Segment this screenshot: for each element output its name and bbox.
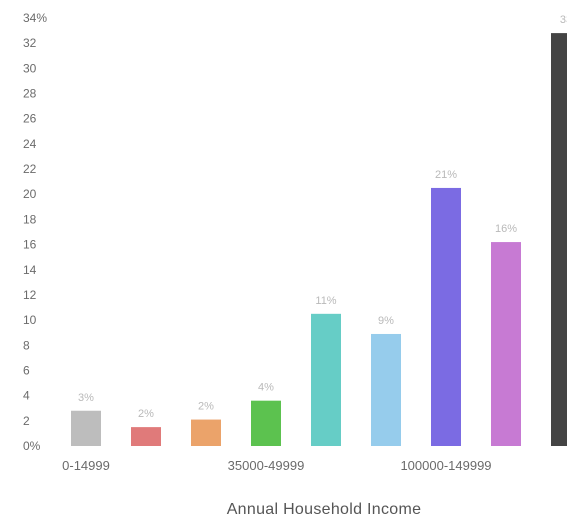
y-tick-label: 24 bbox=[23, 137, 37, 151]
bar bbox=[191, 419, 221, 446]
y-tick-label: 2 bbox=[23, 414, 30, 428]
data-labels: 3% 2% 2% 4% 11% 9% 21% 16% 33 bbox=[78, 14, 567, 420]
bar-data-label: 33 bbox=[560, 14, 567, 26]
bar bbox=[431, 187, 461, 447]
bar-data-label: 11% bbox=[315, 295, 336, 307]
y-tick-label: 34% bbox=[23, 11, 47, 25]
y-tick-label: 32 bbox=[23, 36, 37, 50]
bar-data-label: 16% bbox=[495, 223, 517, 235]
bar-data-label: 2% bbox=[138, 408, 154, 420]
x-tick-label: 35000-49999 bbox=[228, 458, 305, 473]
y-tick-label: 20 bbox=[23, 187, 37, 201]
x-axis: 0-14999 35000-49999 100000-149999 bbox=[62, 458, 491, 473]
y-tick-label: 30 bbox=[23, 61, 37, 75]
y-tick-label: 16 bbox=[23, 238, 37, 252]
bar-data-label: 4% bbox=[258, 382, 274, 394]
bar bbox=[251, 400, 281, 446]
y-tick-label: 4 bbox=[23, 389, 30, 403]
bar-data-label: 21% bbox=[435, 169, 457, 181]
bars bbox=[71, 33, 567, 447]
y-tick-label: 28 bbox=[23, 87, 37, 101]
x-tick-label: 100000-149999 bbox=[400, 458, 491, 473]
y-tick-label: 8 bbox=[23, 338, 30, 352]
x-axis-title: Annual Household Income bbox=[227, 501, 422, 518]
bar-data-label: 2% bbox=[198, 401, 214, 413]
bar-data-label: 3% bbox=[78, 392, 94, 404]
y-tick-label: 6 bbox=[23, 363, 30, 377]
y-tick-label: 26 bbox=[23, 112, 37, 126]
bar bbox=[311, 313, 341, 446]
y-tick-label: 14 bbox=[23, 263, 37, 277]
y-tick-label: 0% bbox=[23, 439, 41, 453]
y-tick-label: 18 bbox=[23, 212, 37, 226]
x-tick-label: 0-14999 bbox=[62, 458, 110, 473]
bar bbox=[131, 427, 161, 446]
bar bbox=[491, 242, 521, 446]
y-tick-label: 10 bbox=[23, 313, 37, 327]
bar bbox=[371, 333, 401, 446]
y-tick-label: 22 bbox=[23, 162, 37, 176]
y-tick-label: 12 bbox=[23, 288, 37, 302]
bar bbox=[71, 410, 101, 446]
bar bbox=[551, 33, 567, 446]
bar-data-label: 9% bbox=[378, 315, 394, 327]
